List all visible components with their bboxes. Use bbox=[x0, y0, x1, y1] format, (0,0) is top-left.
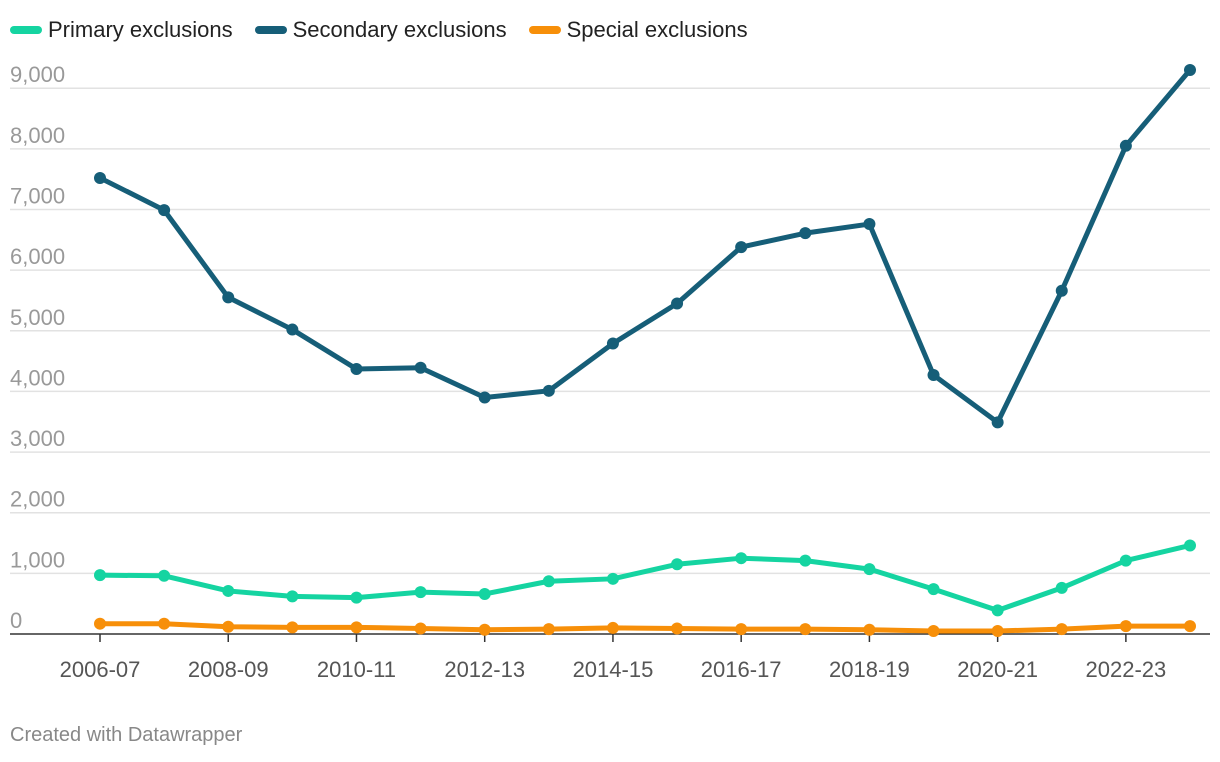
data-point bbox=[414, 586, 427, 599]
series-line bbox=[97, 621, 1193, 634]
x-tick-label: 2018-19 bbox=[829, 657, 910, 682]
data-point bbox=[1184, 64, 1196, 76]
y-tick-label: 2,000 bbox=[10, 487, 65, 512]
x-tick-label: 2012-13 bbox=[444, 657, 525, 682]
data-point bbox=[222, 584, 235, 597]
data-point bbox=[991, 604, 1004, 617]
x-tick-label: 2016-17 bbox=[701, 657, 782, 682]
data-point bbox=[606, 621, 619, 634]
data-point bbox=[542, 623, 555, 636]
data-point bbox=[863, 218, 876, 231]
data-point bbox=[1055, 581, 1068, 594]
data-point bbox=[863, 623, 876, 636]
data-point bbox=[158, 617, 171, 630]
series-line bbox=[97, 542, 1193, 613]
data-point bbox=[1184, 539, 1196, 552]
data-point bbox=[94, 617, 106, 630]
data-point bbox=[286, 323, 299, 336]
data-point bbox=[414, 361, 427, 374]
data-point bbox=[478, 587, 491, 600]
legend-label-special: Special exclusions bbox=[566, 17, 748, 42]
gridlines bbox=[10, 87, 1210, 575]
legend-swatch-special bbox=[528, 26, 561, 34]
y-tick-label: 4,000 bbox=[10, 365, 65, 390]
data-point bbox=[478, 391, 491, 404]
y-tick-label: 3,000 bbox=[10, 426, 65, 451]
data-point bbox=[606, 572, 619, 585]
legend-label-secondary: Secondary exclusions bbox=[292, 17, 507, 42]
x-tick-label: 2020-21 bbox=[957, 657, 1038, 682]
data-point bbox=[927, 583, 940, 596]
x-tick-label: 2022-23 bbox=[1086, 657, 1167, 682]
y-tick-label: 0 bbox=[10, 608, 22, 633]
data-point bbox=[94, 569, 106, 582]
data-point bbox=[286, 621, 299, 634]
data-point bbox=[158, 569, 171, 582]
data-point bbox=[222, 291, 235, 304]
data-point bbox=[671, 558, 684, 571]
y-tick-label: 9,000 bbox=[10, 62, 65, 87]
legend-item-secondary: Secondary exclusions bbox=[254, 17, 507, 43]
x-tick-label: 2006-07 bbox=[60, 657, 141, 682]
y-tick-label: 8,000 bbox=[10, 123, 65, 148]
data-point bbox=[286, 590, 299, 603]
y-tick-label: 5,000 bbox=[10, 305, 65, 330]
data-point bbox=[222, 620, 235, 633]
data-point bbox=[1055, 284, 1068, 297]
series-1 bbox=[94, 64, 1196, 429]
legend-item-special: Special exclusions bbox=[528, 17, 748, 43]
data-point bbox=[927, 369, 940, 382]
data-point bbox=[799, 227, 812, 240]
y-tick-label: 7,000 bbox=[10, 183, 65, 208]
data-point bbox=[542, 575, 555, 588]
data-point bbox=[735, 241, 748, 254]
data-point bbox=[1184, 620, 1196, 633]
legend-swatch-primary bbox=[10, 26, 42, 34]
x-tick-label: 2014-15 bbox=[573, 657, 654, 682]
data-point bbox=[1119, 139, 1132, 152]
data-point bbox=[350, 621, 363, 634]
data-point bbox=[863, 563, 876, 576]
data-point bbox=[1055, 623, 1068, 636]
series-lines bbox=[94, 64, 1196, 637]
data-point bbox=[671, 297, 684, 310]
footer-credit: Created with Datawrapper bbox=[10, 724, 243, 746]
data-point bbox=[1119, 620, 1132, 633]
chart-legend: Primary exclusions Secondary exclusions … bbox=[10, 14, 770, 46]
data-point bbox=[94, 171, 106, 184]
data-point bbox=[991, 624, 1004, 637]
data-point bbox=[735, 623, 748, 636]
y-axis-ticks: 0 1,000 2,000 3,000 4,000 5,000 6,000 7,000 8,00… bbox=[10, 62, 65, 633]
x-tick-label: 2008-09 bbox=[188, 657, 269, 682]
data-point bbox=[799, 554, 812, 567]
series-2 bbox=[94, 617, 1196, 637]
legend-item-primary: Primary exclusions bbox=[10, 17, 233, 43]
x-axis-ticks: 2006-07 2008-09 2010-11 2012-13 2014-15 2016-… bbox=[60, 634, 1167, 682]
x-tick-label: 2010-11 bbox=[317, 657, 396, 682]
data-point bbox=[991, 416, 1004, 429]
data-point bbox=[158, 204, 171, 217]
legend-label-primary: Primary exclusions bbox=[48, 17, 233, 42]
data-point bbox=[542, 384, 555, 397]
data-point bbox=[799, 623, 812, 636]
data-point bbox=[606, 337, 619, 350]
data-point bbox=[927, 624, 940, 637]
data-point bbox=[1119, 554, 1132, 567]
data-point bbox=[350, 362, 363, 375]
series-line bbox=[97, 67, 1193, 425]
data-point bbox=[478, 623, 491, 636]
data-point bbox=[350, 591, 363, 604]
y-tick-label: 6,000 bbox=[10, 244, 65, 269]
data-point bbox=[735, 552, 748, 565]
data-point bbox=[414, 622, 427, 635]
data-point bbox=[671, 622, 684, 635]
legend-swatch-secondary bbox=[254, 26, 287, 34]
series-0 bbox=[94, 539, 1196, 617]
y-tick-label: 1,000 bbox=[10, 547, 65, 572]
